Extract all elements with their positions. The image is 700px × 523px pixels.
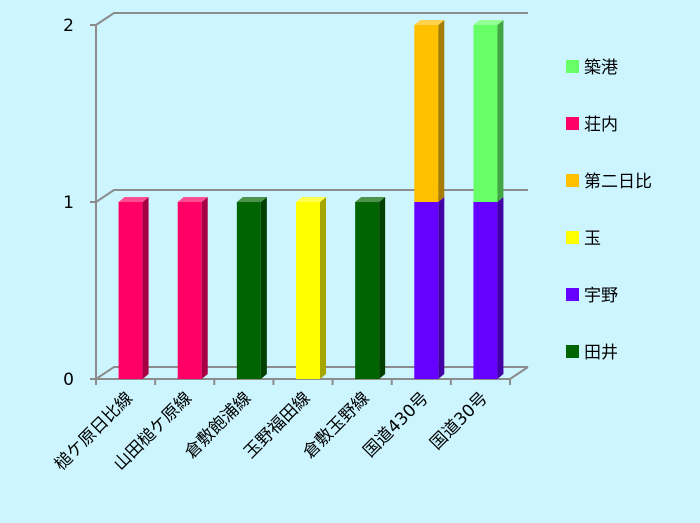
bar-top xyxy=(118,197,149,202)
bar-side xyxy=(142,197,149,379)
bar-side xyxy=(379,197,386,379)
gridline xyxy=(95,12,528,26)
legend-item: 荘内 xyxy=(566,115,618,135)
bar-segment xyxy=(355,197,386,379)
bar-front xyxy=(355,202,380,379)
bar-top xyxy=(296,197,326,202)
legend-swatch xyxy=(566,231,579,244)
bar-segment xyxy=(236,197,267,379)
bar-segment xyxy=(177,197,208,379)
legend-item: 築港 xyxy=(566,58,618,78)
bars xyxy=(118,20,504,379)
bar-side xyxy=(438,197,445,379)
bar-top xyxy=(177,197,208,202)
bar-front xyxy=(473,202,498,379)
bar-front xyxy=(177,202,202,379)
bar-front xyxy=(118,202,143,379)
bar-side xyxy=(438,20,445,202)
legend-item: 第二日比 xyxy=(566,172,652,192)
legend-label: 田井 xyxy=(584,343,618,363)
y-tick-label: 1 xyxy=(63,193,74,213)
bar-segment xyxy=(414,197,445,379)
x-tick-label: 国道30号 xyxy=(426,388,492,454)
bar-top xyxy=(236,197,267,202)
bar-top xyxy=(414,20,445,25)
axes xyxy=(90,24,529,385)
x-axis-depth xyxy=(509,366,529,380)
bar-front xyxy=(236,202,261,379)
legend-item: 田井 xyxy=(566,343,618,363)
gridline xyxy=(95,189,528,203)
y-tick-label: 0 xyxy=(63,370,74,390)
bar-side xyxy=(497,197,504,379)
bar-segment xyxy=(118,197,149,379)
bar-segment xyxy=(414,20,445,202)
legend-swatch xyxy=(566,174,579,187)
legend-swatch xyxy=(566,117,579,130)
bar-front xyxy=(414,202,439,379)
legend-swatch xyxy=(566,60,579,73)
bar-top xyxy=(355,197,386,202)
legend-swatch xyxy=(566,345,579,358)
bar-front xyxy=(296,202,320,379)
gridlines xyxy=(95,12,528,380)
legend-label: 築港 xyxy=(584,58,618,78)
y-tick-labels: 0 1 2 xyxy=(63,16,74,390)
bar-segment xyxy=(473,197,504,379)
legend-swatch xyxy=(566,288,579,301)
legend-label: 玉 xyxy=(584,229,601,249)
legend-label: 第二日比 xyxy=(584,172,652,192)
bar-side xyxy=(320,197,326,379)
bar-segment xyxy=(473,20,504,202)
x-tick-label: 国道430号 xyxy=(360,388,433,461)
bar-front xyxy=(473,25,498,202)
bar-segment xyxy=(296,197,326,379)
bar-side xyxy=(497,20,504,202)
gridline xyxy=(95,366,528,380)
bar-top xyxy=(473,20,504,25)
bar-side xyxy=(201,197,208,379)
legend-item: 宇野 xyxy=(566,286,618,306)
y-tick-label: 2 xyxy=(63,16,74,36)
bar-side xyxy=(260,197,267,379)
bar-front xyxy=(414,25,439,202)
legend-label: 荘内 xyxy=(584,115,618,135)
legend-item: 玉 xyxy=(566,229,601,249)
legend-label: 宇野 xyxy=(584,286,618,306)
